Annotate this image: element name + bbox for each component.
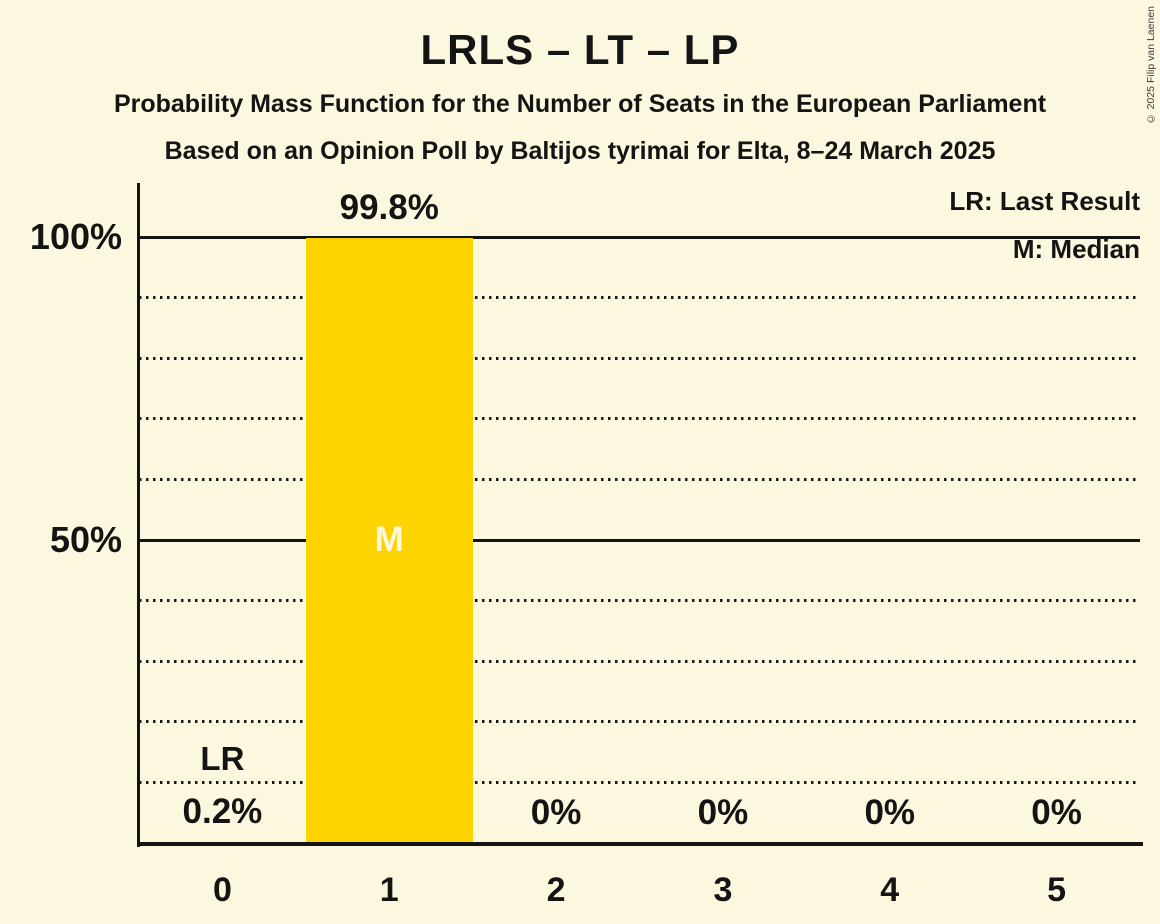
x-axis-label-2: 2 (546, 871, 566, 909)
bar-value-label-1: 99.8% (339, 188, 439, 228)
legend-median: M: Median (1012, 234, 1140, 264)
gridline-100pct (139, 235, 1140, 239)
bar-value-label-3: 0% (697, 793, 749, 832)
y-axis-label-100pct: 100% (29, 216, 122, 257)
x-axis-label-3: 3 (713, 871, 733, 909)
gridline-80pct (139, 356, 1140, 360)
x-axis-label-1: 1 (379, 871, 399, 909)
gridline-10pct (139, 780, 1140, 784)
poll-info: Based on an Opinion Poll by Baltijos tyr… (164, 137, 996, 165)
bar-value-label-4: 0% (864, 793, 916, 832)
x-axis-label-4: 4 (880, 871, 900, 909)
gridline-70pct (139, 417, 1140, 421)
bar-value-label-5: 0% (1031, 793, 1082, 832)
y-axis-label-50pct: 50% (49, 519, 122, 560)
chart-title: LRLS – LT – LP (420, 26, 740, 73)
bar-value-label-2: 0% (530, 793, 582, 832)
x-axis-label-5: 5 (1047, 871, 1067, 909)
legend-last-result: LR: Last Result (949, 186, 1140, 216)
y-axis-line (137, 183, 140, 847)
x-axis-label-0: 0 (212, 871, 232, 909)
bar-seats-1 (305, 238, 473, 843)
bar-value-label-0: 0.2% (182, 791, 263, 831)
gridline-50pct (139, 538, 1140, 542)
gridline-60pct (139, 477, 1140, 481)
gridline-90pct (139, 296, 1140, 300)
gridline-30pct (139, 659, 1140, 663)
median-marker: M (374, 520, 404, 559)
last-result-marker: LR (200, 740, 245, 777)
x-axis-line (137, 842, 1143, 846)
chart-subtitle: Probability Mass Function for the Number… (113, 90, 1047, 118)
gridline-40pct (139, 599, 1140, 603)
gridline-20pct (139, 720, 1140, 724)
